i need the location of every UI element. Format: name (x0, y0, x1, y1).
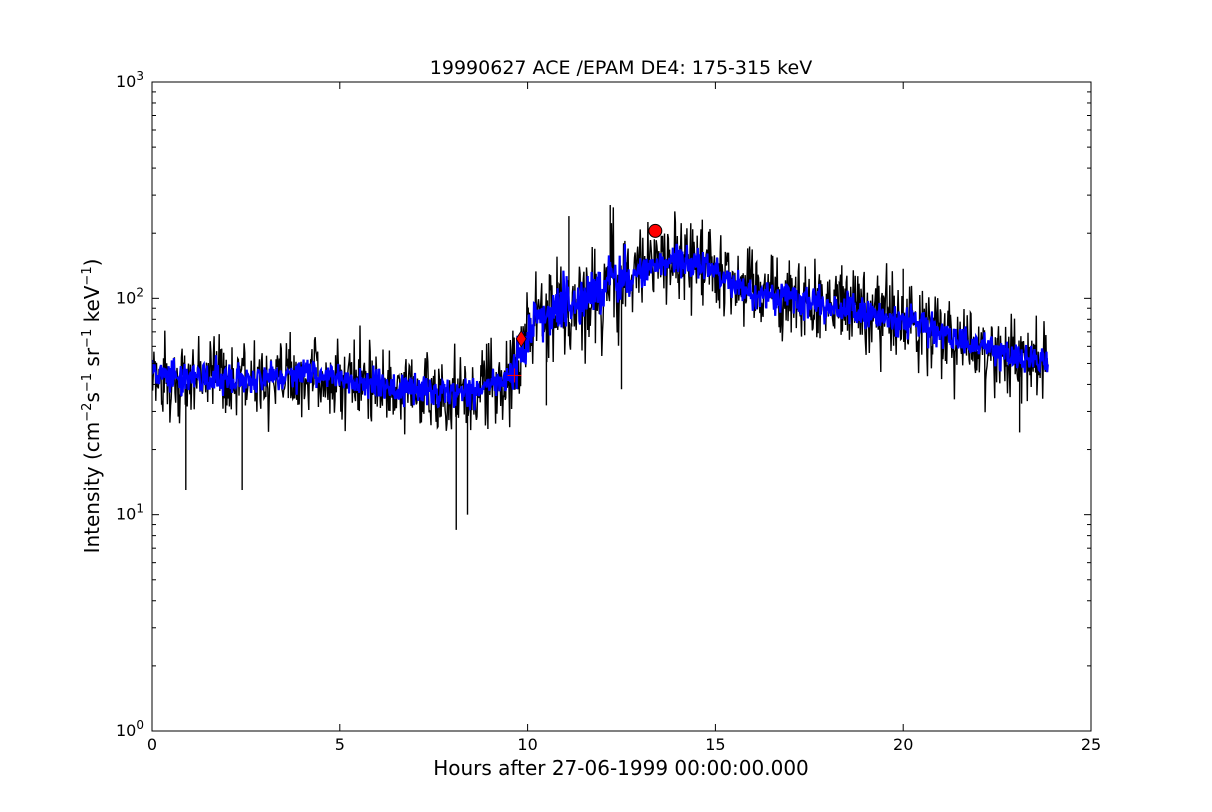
y-tick-label: 102 (116, 285, 144, 307)
smoothed-intensity-line (152, 243, 1049, 411)
x-tick-label: 20 (893, 735, 913, 754)
x-tick-label: 15 (705, 735, 725, 754)
x-axis-label: Hours after 27-06-1999 00:00:00.000 (433, 756, 809, 780)
x-tick-label: 25 (1081, 735, 1101, 754)
x-axis: 0 5 10 15 20 25 (147, 82, 1101, 754)
y-tick-label: 103 (116, 69, 144, 91)
x-tick-label: 0 (147, 735, 157, 754)
x-tick-label: 10 (517, 735, 537, 754)
chart-title: 19990627 ACE /EPAM DE4: 175-315 keV (430, 57, 812, 79)
peak-circle-marker (648, 223, 663, 238)
y-tick-label: 100 (116, 718, 144, 740)
y-axis: 100 101 102 103 (116, 69, 1091, 740)
onset-diamond-marker (515, 330, 527, 348)
y-axis-label: Intensity (cm−2s−1 sr−1 keV−1) (80, 259, 104, 554)
y-tick-label: 101 (116, 502, 144, 524)
plot-frame (151, 81, 1092, 732)
data-layer (152, 205, 1049, 530)
x-tick-label: 5 (335, 735, 345, 754)
